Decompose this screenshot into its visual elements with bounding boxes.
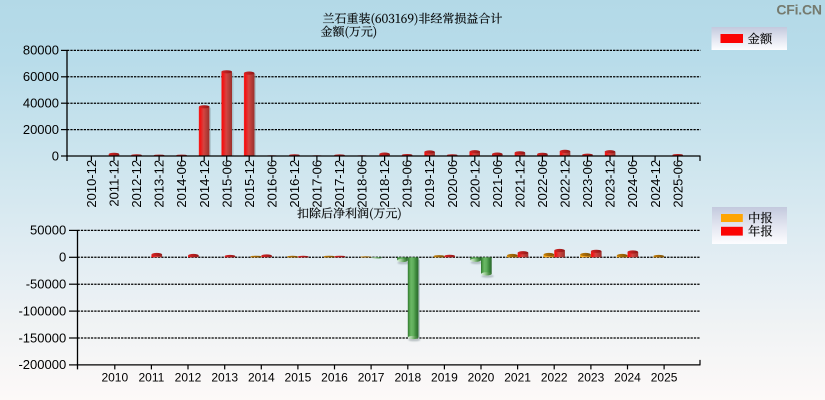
svg-text:2014: 2014	[248, 370, 275, 384]
svg-text:2018-12: 2018-12	[377, 160, 392, 208]
svg-text:2018-06: 2018-06	[355, 160, 370, 208]
svg-text:2010: 2010	[101, 370, 128, 384]
svg-text:-200000: -200000	[18, 357, 66, 372]
svg-text:80000: 80000	[23, 43, 59, 58]
svg-text:2020-06: 2020-06	[445, 160, 460, 208]
svg-text:2015: 2015	[285, 370, 312, 384]
svg-text:2023: 2023	[578, 370, 605, 384]
svg-text:2025: 2025	[651, 370, 678, 384]
svg-text:2019-12: 2019-12	[422, 160, 437, 208]
svg-text:2025-06: 2025-06	[670, 160, 685, 208]
svg-text:0: 0	[59, 250, 66, 265]
svg-text:2016: 2016	[321, 370, 348, 384]
svg-text:2017-12: 2017-12	[332, 160, 347, 208]
svg-text:2024: 2024	[614, 370, 641, 384]
svg-text:60000: 60000	[23, 69, 59, 84]
svg-text:2011: 2011	[138, 370, 164, 384]
svg-text:2016-12: 2016-12	[287, 160, 302, 208]
svg-text:2022-06: 2022-06	[535, 160, 550, 208]
svg-text:2015-06: 2015-06	[219, 160, 234, 208]
svg-text:2021: 2021	[504, 370, 531, 384]
svg-text:2013: 2013	[211, 370, 238, 384]
svg-text:2012: 2012	[175, 370, 202, 384]
svg-text:2021-12: 2021-12	[513, 160, 528, 208]
svg-text:2023-06: 2023-06	[580, 160, 595, 208]
svg-text:2018: 2018	[394, 370, 421, 384]
svg-text:50000: 50000	[30, 223, 66, 238]
svg-text:2010-12: 2010-12	[84, 160, 99, 208]
svg-text:-50000: -50000	[26, 277, 66, 292]
svg-text:2013-12: 2013-12	[152, 160, 167, 208]
svg-text:20000: 20000	[23, 122, 59, 137]
svg-text:2024-12: 2024-12	[648, 160, 663, 208]
svg-text:2024-06: 2024-06	[625, 160, 640, 208]
svg-text:2011-12: 2011-12	[107, 160, 122, 207]
svg-text:2016-06: 2016-06	[264, 160, 279, 208]
svg-text:40000: 40000	[23, 96, 59, 111]
svg-text:2014-06: 2014-06	[174, 160, 189, 208]
svg-text:2023-12: 2023-12	[603, 160, 618, 208]
svg-text:2017-06: 2017-06	[310, 160, 325, 208]
svg-text:2017: 2017	[358, 370, 385, 384]
svg-text:2020: 2020	[468, 370, 495, 384]
svg-text:2014-12: 2014-12	[197, 160, 212, 208]
svg-text:2022-12: 2022-12	[558, 160, 573, 208]
svg-text:-100000: -100000	[18, 303, 66, 318]
svg-text:2019-06: 2019-06	[400, 160, 415, 208]
svg-text:2012-12: 2012-12	[129, 160, 144, 208]
svg-text:2015-12: 2015-12	[242, 160, 257, 208]
svg-text:2021-06: 2021-06	[490, 160, 505, 208]
svg-text:-150000: -150000	[18, 330, 66, 345]
svg-text:2022: 2022	[541, 370, 568, 384]
svg-text:0: 0	[52, 148, 59, 163]
svg-text:2019: 2019	[431, 370, 458, 384]
svg-text:2020-12: 2020-12	[467, 160, 482, 208]
svg-text:CFi.CN: CFi.CN	[776, 2, 822, 18]
